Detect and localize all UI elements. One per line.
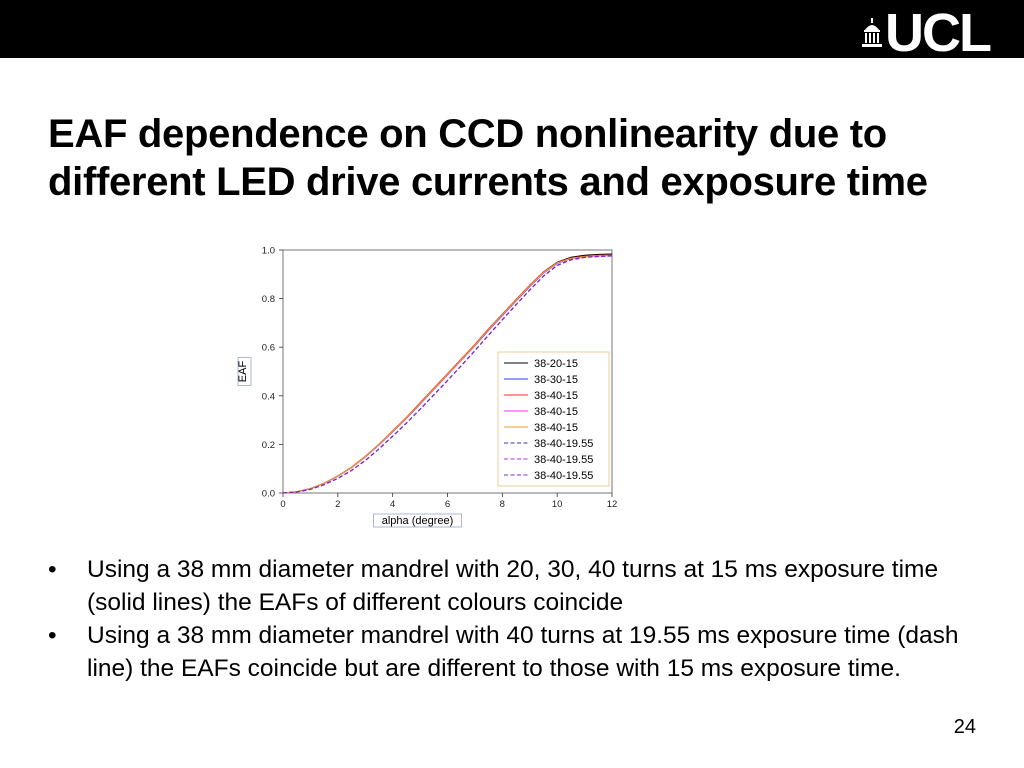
legend-label: 38-40-19.55: [534, 470, 593, 482]
y-tick-label: 0.0: [262, 489, 275, 500]
header-bar: UCL: [0, 0, 1024, 63]
bullet-item: • Using a 38 mm diameter mandrel with 20…: [48, 553, 978, 619]
x-tick-label: 6: [445, 499, 450, 510]
legend-label: 38-40-19.55: [534, 454, 593, 466]
legend-label: 38-40-15: [534, 406, 578, 418]
x-tick-label: 0: [280, 499, 285, 510]
y-tick-label: 0.4: [262, 391, 275, 402]
legend-box: [497, 351, 610, 487]
legend-label: 38-20-15: [534, 358, 578, 370]
legend-label: 38-30-15: [534, 374, 578, 386]
legend-label: 38-40-15: [534, 422, 578, 434]
bullet-text: Using a 38 mm diameter mandrel with 40 t…: [87, 622, 959, 682]
y-tick-label: 0.2: [262, 440, 275, 451]
x-tick-label: 2: [335, 499, 340, 510]
slide-title: EAF dependence on CCD nonlinearity due t…: [48, 112, 928, 204]
x-tick-label: 8: [500, 499, 505, 510]
y-tick-label: 0.6: [262, 343, 275, 354]
bullet-item: • Using a 38 mm diameter mandrel with 40…: [48, 619, 978, 685]
y-axis-label-box: [237, 357, 252, 386]
series-line-4: [282, 254, 613, 494]
y-tick-label: 1.0: [262, 246, 275, 257]
bullet-text: Using a 38 mm diameter mandrel with 20, …: [87, 556, 939, 616]
y-tick-label: 0.8: [262, 294, 275, 305]
x-tick-label: 10: [552, 499, 563, 510]
bullet-symbol: •: [48, 556, 57, 583]
ucl-portico-icon: [862, 18, 883, 47]
x-axis-label-box: [373, 513, 462, 528]
eaf-chart-svg: 0 2 4 6 8 10 12 0.0 0.2 0.4 0.6 0.8 1.0 alpha (degree…: [237, 246, 618, 528]
legend-label: 38-40-15: [534, 390, 578, 402]
x-axis-label: alpha (degree): [382, 515, 454, 527]
series-line-7: [282, 255, 613, 494]
bullet-list: • Using a 38 mm diameter mandrel with 20…: [48, 553, 978, 685]
legend-label: 38-40-19.55: [534, 438, 593, 450]
x-tick-label: 4: [390, 499, 395, 510]
page-number: 24: [953, 716, 976, 738]
eaf-chart: 0 2 4 6 8 10 12 0.0 0.2 0.4 0.6 0.8 1.0 alpha (degree…: [228, 240, 628, 530]
x-tick-label: 12: [607, 499, 618, 510]
ucl-logo: UCL: [861, 3, 992, 63]
ucl-logo-text: UCL: [885, 3, 992, 63]
bullet-symbol: •: [48, 622, 57, 649]
y-axis-label: EAF: [237, 361, 249, 383]
